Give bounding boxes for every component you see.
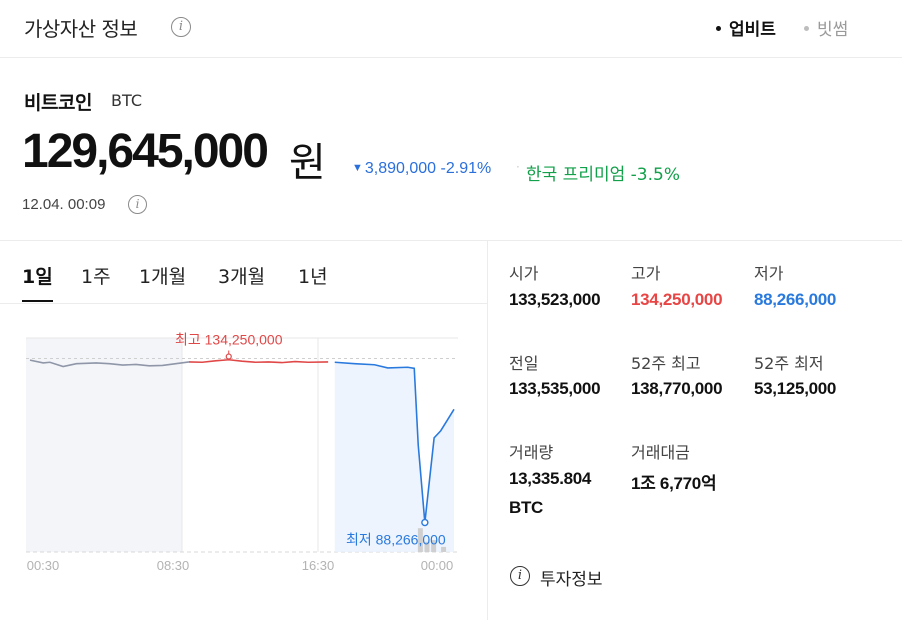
high-marker: [225, 353, 232, 360]
stat-value-52w-high: 138,770,000: [631, 379, 723, 398]
exchange-label: 빗썸: [817, 20, 849, 40]
price-chart[interactable]: 최고 134,250,000 최저 88,266,000 00:30 08:30…: [0, 320, 487, 580]
tabs-underline: [0, 303, 487, 304]
invest-info-label: 투자정보: [540, 570, 603, 590]
stat-label-52w-high: 52주 최고: [631, 354, 701, 373]
chart-shade-region: [26, 338, 182, 552]
coin-name: 비트코인: [24, 92, 92, 114]
inactive-dot-icon: [804, 25, 809, 31]
tab-1y[interactable]: 1년: [298, 266, 328, 288]
tab-1m[interactable]: 1개월: [139, 266, 187, 288]
tab-1d[interactable]: 1일: [22, 262, 53, 302]
stat-label-volume: 거래량: [509, 443, 554, 462]
stat-value-low: 88,266,000: [754, 290, 837, 309]
price-line-segment: [188, 358, 329, 364]
price-line-segment: [29, 359, 190, 368]
info-icon[interactable]: i: [128, 195, 147, 214]
exchange-tab-upbit[interactable]: 업비트: [716, 15, 776, 40]
price-unit: 원: [289, 140, 326, 186]
stat-label-high: 고가: [631, 264, 661, 283]
korea-premium: 한국 프리미엄 -3.5%: [526, 160, 680, 185]
exchange-tab-bithumb[interactable]: 빗썸: [804, 15, 848, 40]
separator-dot: ·: [516, 160, 520, 174]
volume-bar: [424, 541, 430, 552]
timestamp: 12.04. 00:09: [22, 196, 106, 213]
stat-label-trade-value: 거래대금: [631, 443, 690, 462]
current-price: 129,645,000: [22, 125, 269, 178]
x-tick-label: 08:30: [157, 558, 190, 573]
low-label: 최저 88,266,000: [346, 532, 446, 548]
stat-value-volume: 13,335.804: [509, 469, 592, 488]
change-percent: -2.91%: [440, 160, 492, 177]
stat-label-prev: 전일: [509, 354, 539, 373]
x-tick-label: 00:00: [421, 558, 454, 573]
premium-label: 한국 프리미엄: [526, 165, 626, 185]
volume-bar: [417, 528, 423, 552]
stat-value-prev: 133,535,000: [509, 379, 601, 398]
coin-symbol: BTC: [111, 91, 142, 110]
stat-label-low: 저가: [754, 264, 784, 283]
stat-value-open: 133,523,000: [509, 290, 601, 309]
tab-1w[interactable]: 1주: [81, 266, 111, 288]
high-label: 최고 134,250,000: [175, 332, 283, 348]
stat-value-volume-unit: BTC: [509, 498, 544, 517]
info-icon: i: [510, 566, 530, 586]
active-dot-icon: [716, 25, 721, 31]
price-change: ▼ 3,890,000 -2.91%: [352, 160, 491, 178]
stat-label-open: 시가: [509, 264, 539, 283]
info-icon[interactable]: i: [171, 17, 191, 37]
price-line-segment: [334, 361, 455, 523]
stat-label-52w-low: 52주 최저: [754, 354, 824, 373]
stat-value-52w-low: 53,125,000: [754, 379, 837, 398]
tab-3m[interactable]: 3개월: [218, 266, 266, 288]
low-marker: [421, 518, 429, 527]
volume-bar: [441, 546, 447, 552]
stat-value-high: 134,250,000: [631, 290, 723, 309]
down-arrow-icon: ▼: [352, 162, 363, 174]
stat-value-trade-value: 1조 6,770억: [631, 474, 717, 493]
header: 가상자산 정보 i 업비트 빗썸: [0, 0, 902, 58]
x-tick-label: 16:30: [302, 558, 335, 573]
x-tick-label: 00:30: [27, 558, 60, 573]
exchange-label: 업비트: [729, 20, 776, 40]
divider: [487, 241, 488, 620]
page-title: 가상자산 정보: [24, 17, 138, 41]
volume-bar: [431, 540, 437, 552]
premium-value: -3.5%: [630, 165, 680, 185]
price-area: [334, 362, 454, 552]
divider: [0, 240, 902, 241]
change-amount: 3,890,000: [364, 160, 437, 177]
